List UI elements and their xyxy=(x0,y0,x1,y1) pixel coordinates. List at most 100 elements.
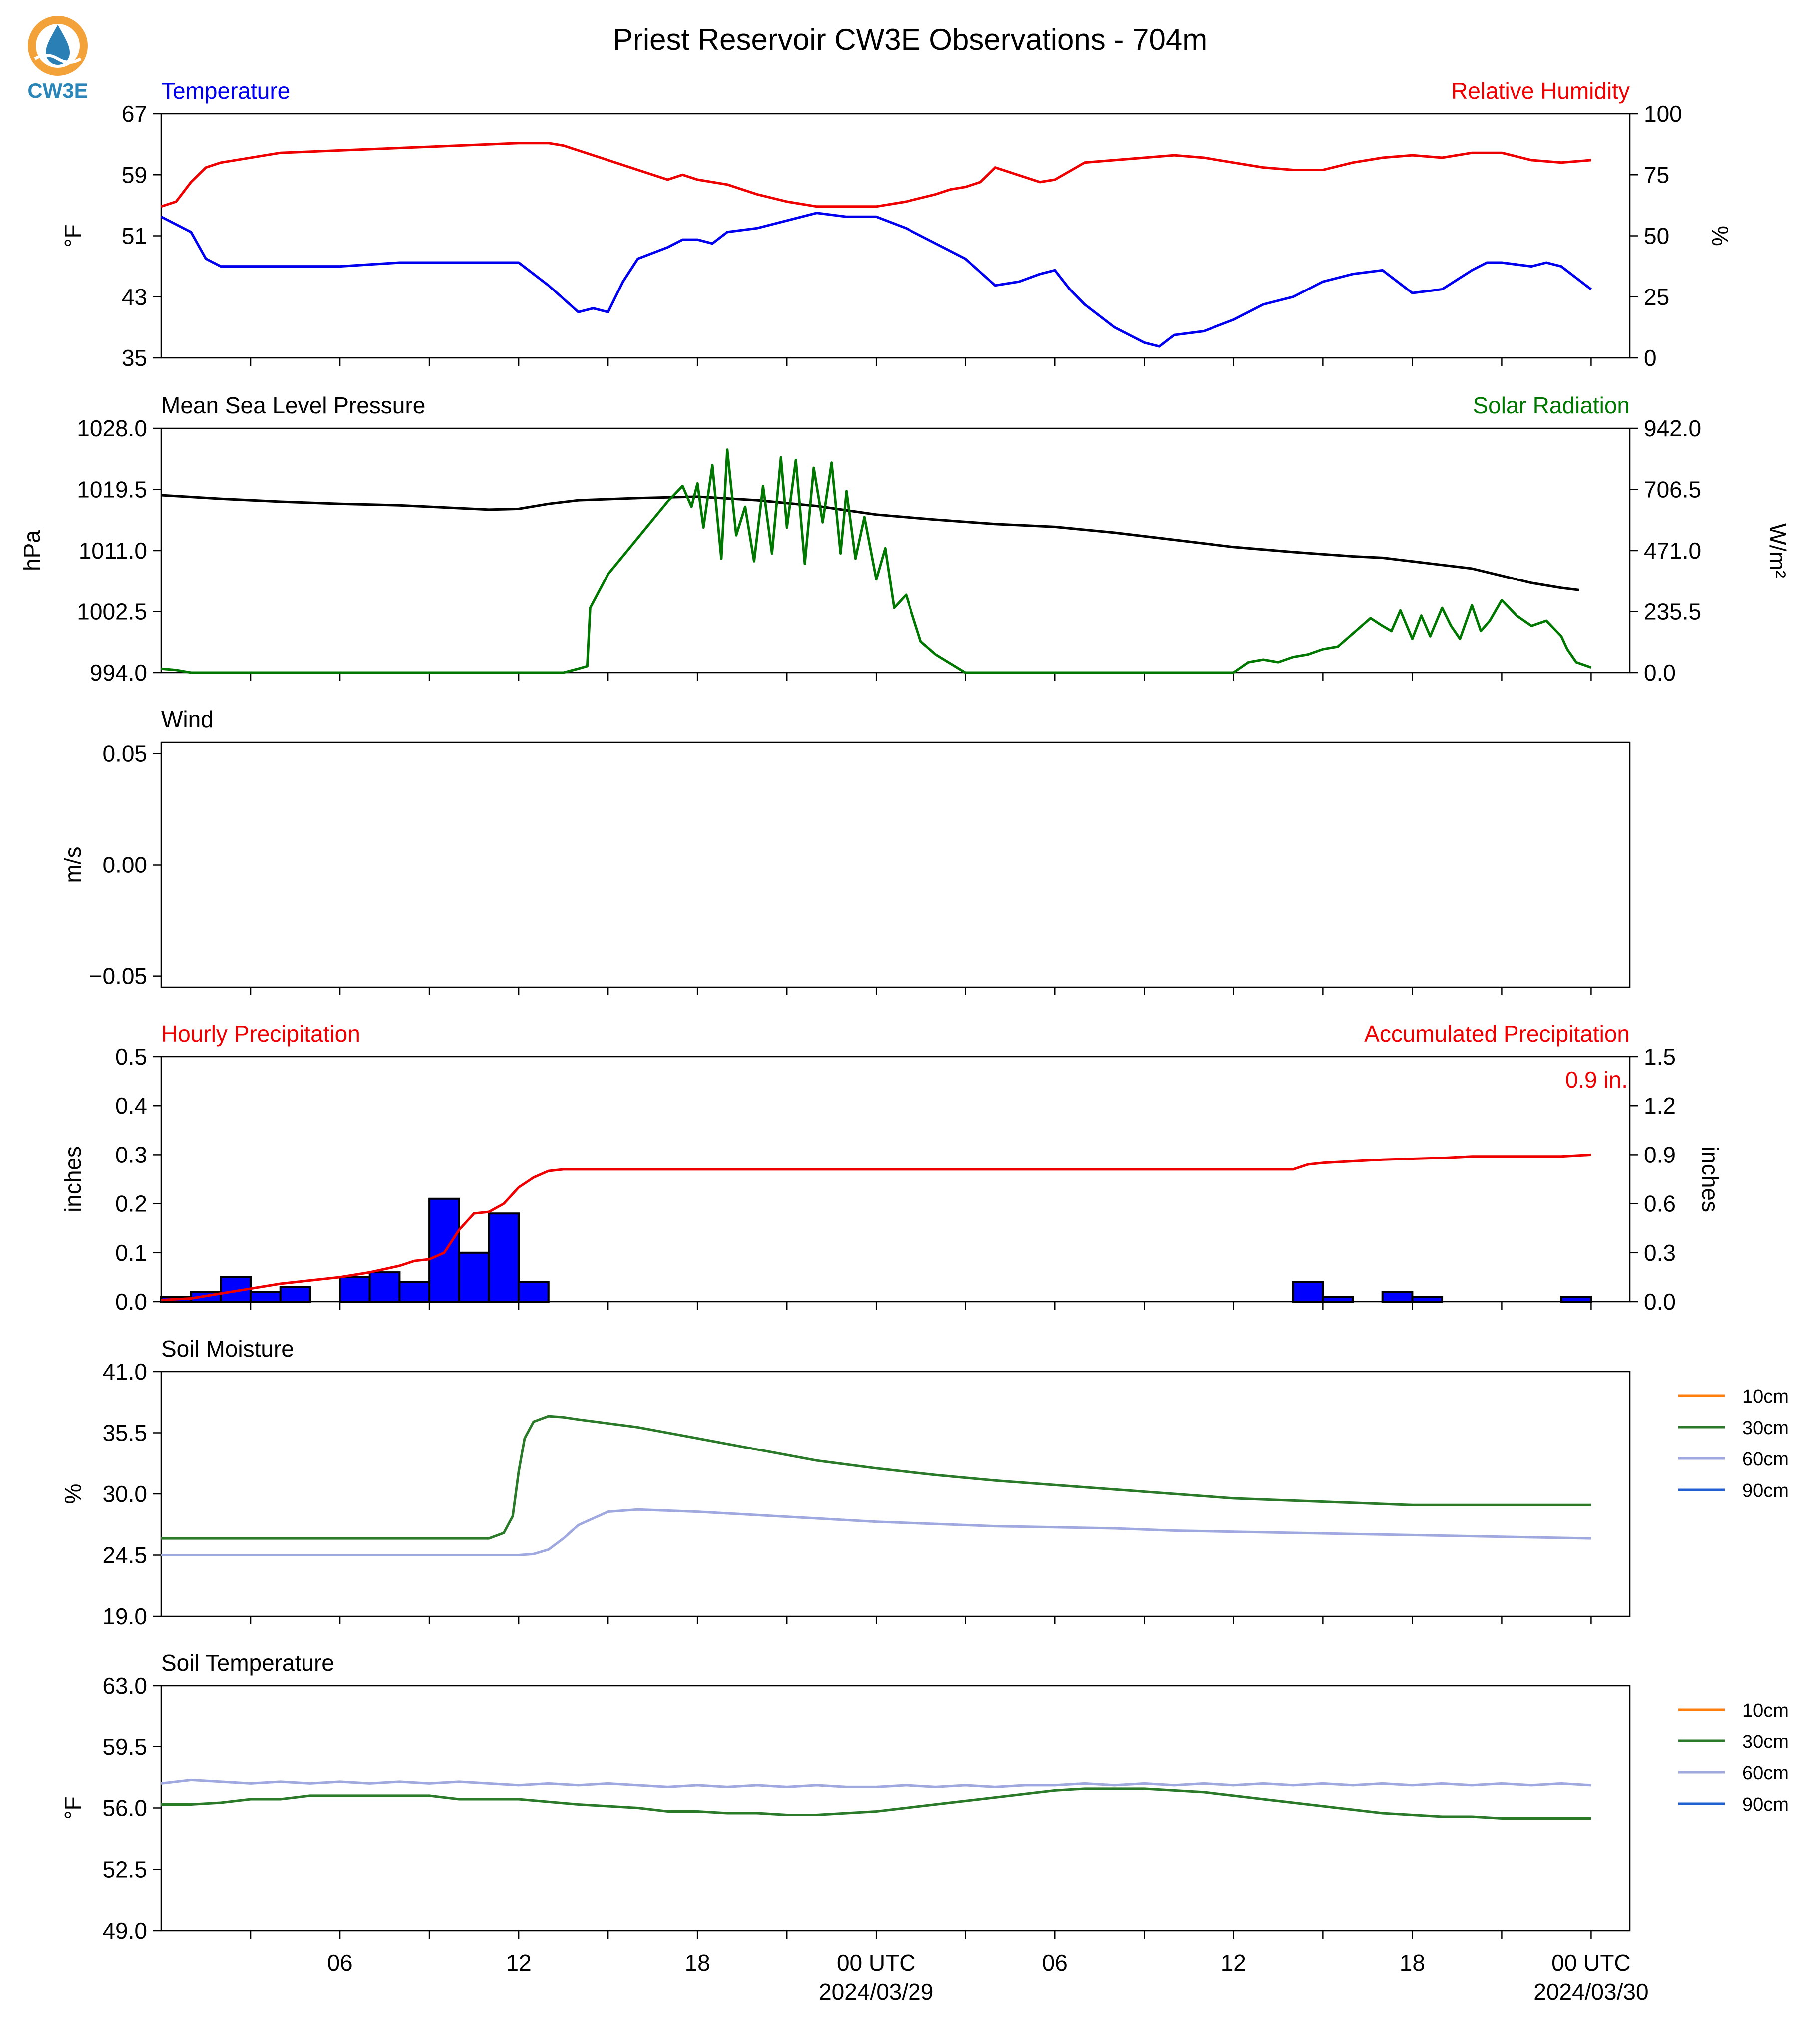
logo-ring-icon xyxy=(28,16,88,76)
series-line-30cm xyxy=(161,1415,1591,1540)
logo-text: CW3E xyxy=(27,79,88,102)
x-date-label: 2024/03/30 xyxy=(1533,1979,1648,2005)
precip-bar xyxy=(339,1276,371,1303)
x-tick-label: 06 xyxy=(1042,1950,1068,1976)
left-axis-label: m/s xyxy=(60,846,86,883)
left-tick-label: 0.3 xyxy=(115,1142,147,1167)
right-tick-label: 50 xyxy=(1644,223,1669,249)
precip-bar xyxy=(488,1212,520,1303)
right-axis-label: W/m² xyxy=(1765,523,1791,578)
left-tick-label: 994.0 xyxy=(90,660,147,686)
right-tick-label: 75 xyxy=(1644,162,1669,188)
left-tick-label: 1028.0 xyxy=(77,415,147,441)
left-tick-label: 1019.5 xyxy=(77,477,147,503)
right-tick-label: 706.5 xyxy=(1644,477,1701,503)
precip-bar xyxy=(428,1197,460,1303)
left-axis-label: hPa xyxy=(19,530,45,571)
precip-bar xyxy=(518,1281,550,1303)
legend-label: 10cm xyxy=(1742,1700,1789,1721)
right-tick-label: 0.0 xyxy=(1644,660,1676,686)
left-tick-label: 59.5 xyxy=(102,1734,147,1760)
left-tick-label: 63.0 xyxy=(102,1673,147,1699)
right-tick-label: 1.2 xyxy=(1644,1093,1676,1119)
left-title: Hourly Precipitation xyxy=(161,1021,360,1047)
left-tick-label: 59 xyxy=(122,162,147,188)
right-tick-label: 0.6 xyxy=(1644,1191,1676,1217)
left-tick-label: 0.0 xyxy=(115,1289,147,1315)
precip-bar xyxy=(458,1251,490,1303)
x-tick-label: 18 xyxy=(685,1950,710,1976)
left-tick-label: 30.0 xyxy=(102,1481,147,1507)
precip-bar xyxy=(279,1286,311,1303)
right-axis-label: % xyxy=(1707,226,1733,246)
panel-temp_rh: Temperature Relative Humidity 35 43 51 59 67 °F… xyxy=(60,78,1733,371)
left-tick-label: 52.5 xyxy=(102,1856,147,1882)
left-tick-label: 24.5 xyxy=(102,1542,147,1568)
right-tick-label: 942.0 xyxy=(1644,415,1701,441)
legend-label: 30cm xyxy=(1742,1732,1789,1752)
total-annotation: 0.9 in. xyxy=(1565,1067,1628,1093)
left-tick-label: 0.5 xyxy=(115,1044,147,1070)
left-title: Temperature xyxy=(161,78,290,104)
x-tick-label: 18 xyxy=(1400,1950,1425,1976)
right-tick-label: 471.0 xyxy=(1644,538,1701,564)
precip-bar xyxy=(250,1291,282,1303)
panel-wind: Wind −0.05 0.00 0.05 m/s xyxy=(60,706,1631,995)
panel-soil_moisture: Soil Moisture 19.0 24.5 30.0 35.5 41.0% 10cm 30… xyxy=(60,1336,1789,1629)
series-line-solar-radiation xyxy=(161,448,1592,674)
right-tick-label: 0.9 xyxy=(1644,1142,1676,1167)
left-tick-label: 0.1 xyxy=(115,1240,147,1266)
precip-bar xyxy=(1411,1296,1444,1303)
right-title: Accumulated Precipitation xyxy=(1364,1021,1630,1047)
precip-bar xyxy=(1322,1296,1354,1303)
left-tick-label: 0.2 xyxy=(115,1191,147,1217)
x-tick-label: 00 UTC xyxy=(1551,1950,1630,1976)
left-axis-label: °F xyxy=(60,1796,86,1820)
legend-label: 60cm xyxy=(1742,1449,1789,1470)
figure-title: Priest Reservoir CW3E Observations - 704… xyxy=(613,23,1207,56)
precip-bar xyxy=(398,1281,431,1303)
panel-precip: Hourly Precipitation Accumulated Precipit… xyxy=(60,1021,1723,1315)
legend-label: 90cm xyxy=(1742,1480,1789,1501)
series-line-relative-humidity xyxy=(161,142,1591,208)
legend-label: 10cm xyxy=(1742,1386,1789,1407)
legend: 10cm 30cm 60cm 90cm xyxy=(1678,1386,1789,1501)
left-tick-label: 41.0 xyxy=(102,1359,147,1385)
x-tick-label: 00 UTC xyxy=(837,1950,915,1976)
legend-label: 60cm xyxy=(1742,1763,1789,1784)
right-tick-label: 1.5 xyxy=(1644,1044,1676,1070)
x-date-label: 2024/03/29 xyxy=(819,1979,933,2005)
x-tick-label: 12 xyxy=(506,1950,532,1976)
precip-bar xyxy=(1560,1296,1592,1303)
series-line-temperature xyxy=(160,212,1592,348)
right-tick-label: 0.0 xyxy=(1644,1289,1676,1315)
right-tick-label: 100 xyxy=(1644,101,1682,127)
left-tick-label: 0.00 xyxy=(102,852,147,878)
left-tick-label: 35.5 xyxy=(102,1420,147,1446)
right-tick-label: 235.5 xyxy=(1644,599,1701,625)
series-line-30cm xyxy=(161,1787,1591,1820)
series-line-60cm xyxy=(161,1508,1591,1556)
plot-frame xyxy=(160,1056,1631,1303)
panel-pressure_solar: Mean Sea Level Pressure Solar Radiation 99… xyxy=(19,392,1791,686)
x-tick-label: 12 xyxy=(1221,1950,1246,1976)
right-axis-label: inches xyxy=(1697,1146,1723,1212)
left-tick-label: 49.0 xyxy=(102,1918,147,1944)
left-tick-label: 67 xyxy=(122,101,147,127)
left-axis-label: inches xyxy=(60,1146,86,1212)
right-title: Solar Radiation xyxy=(1473,392,1630,418)
left-tick-label: 0.4 xyxy=(115,1093,147,1119)
left-title: Soil Temperature xyxy=(161,1650,334,1676)
right-title: Relative Humidity xyxy=(1451,78,1630,104)
left-tick-label: 43 xyxy=(122,284,147,310)
cw3e-logo: CW3E xyxy=(27,16,88,102)
panel-soil_temperature: Soil Temperature 49.0 52.5 56.0 59.5 63.0 °F 10… xyxy=(60,1650,1789,1944)
precip-bar xyxy=(1292,1281,1324,1303)
precip-bar xyxy=(368,1271,401,1303)
series-line-mean-sea-level-pressure xyxy=(161,494,1579,591)
right-tick-label: 0 xyxy=(1644,345,1657,371)
left-tick-label: 51 xyxy=(122,223,147,249)
left-tick-label: 19.0 xyxy=(102,1603,147,1629)
x-tick-label: 06 xyxy=(327,1950,352,1976)
